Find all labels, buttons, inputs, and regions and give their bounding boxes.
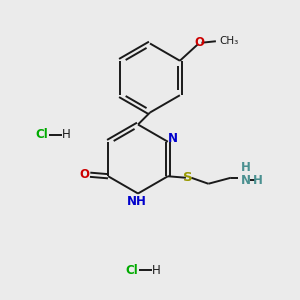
Text: S: S — [183, 171, 193, 184]
Text: N: N — [168, 132, 178, 145]
Text: H: H — [152, 263, 161, 277]
Text: H: H — [241, 161, 251, 174]
Text: H: H — [253, 174, 263, 187]
Text: O: O — [80, 168, 90, 181]
Text: Cl: Cl — [126, 263, 138, 277]
Text: CH₃: CH₃ — [219, 36, 238, 46]
Text: NH: NH — [127, 195, 146, 208]
Text: O: O — [194, 36, 204, 49]
Text: H: H — [62, 128, 71, 142]
Text: Cl: Cl — [36, 128, 48, 142]
Text: N: N — [241, 174, 251, 187]
